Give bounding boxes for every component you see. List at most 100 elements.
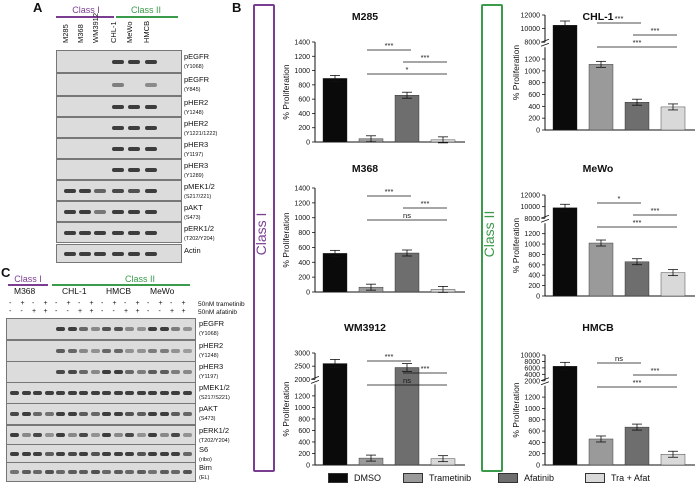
- panel-a-blot-label: pHER3 (Y1197): [184, 140, 208, 160]
- treatment-sign: +: [66, 300, 71, 307]
- blot-band: [44, 391, 54, 395]
- chart-title: WM3912: [344, 322, 386, 334]
- bar-tra-afat: [660, 106, 686, 131]
- blot-protein-name: pHER3: [184, 161, 209, 170]
- y-axis-label: % Proliferation: [511, 45, 521, 101]
- panel-a-blot-image: [56, 96, 182, 117]
- treatment-sign: -: [55, 308, 58, 315]
- panel-c-letter: C: [1, 265, 11, 280]
- treatment-sign: +: [181, 308, 186, 315]
- blot-band: [56, 349, 65, 353]
- significance-label: *: [406, 65, 409, 74]
- y-tick-label: 600: [528, 262, 540, 269]
- treatment-sign: +: [43, 308, 48, 315]
- y-tick-label: 600: [298, 97, 310, 104]
- panel-a-blot-label: pHER3 (Y1289): [184, 161, 208, 181]
- blot-band: [56, 370, 65, 374]
- panel-a-blot-image: [56, 244, 182, 263]
- treatment-sign: +: [135, 308, 140, 315]
- blot-band: [79, 433, 88, 437]
- panel-c-blot-label: pAKT (S473): [199, 404, 218, 424]
- legend-trametinib: Trametinib: [403, 473, 471, 483]
- legend-tra-afat: Tra + Afat: [585, 473, 650, 483]
- blot-site-label: (Y1221/1222): [184, 131, 218, 137]
- treatment-sign: -: [112, 308, 115, 315]
- blot-band: [148, 349, 157, 353]
- blot-band: [145, 252, 157, 256]
- panel-c-blot-label: pHER3 (Y1197): [199, 362, 223, 382]
- blot-band: [145, 126, 157, 130]
- axis-break-mark: [540, 38, 550, 43]
- treatment-sign: -: [147, 308, 150, 315]
- blot-band: [159, 370, 169, 374]
- y-tick-label: 400: [528, 104, 540, 111]
- y-tick-label: 400: [528, 273, 540, 280]
- significance-label: ***: [651, 206, 660, 215]
- blot-band: [56, 391, 65, 395]
- y-tick-label: 10000: [521, 26, 541, 33]
- blot-protein-name: pERK1/2: [184, 224, 215, 233]
- blot-band: [159, 391, 169, 395]
- significance-label: ns: [403, 211, 411, 220]
- y-tick-label: 600: [528, 92, 540, 99]
- significance-label: ***: [421, 199, 430, 208]
- blot-band: [128, 105, 140, 109]
- blot-band: [128, 252, 140, 256]
- blot-band: [79, 252, 91, 256]
- blot-site-label: (Y1068): [184, 64, 204, 70]
- blot-band: [33, 452, 42, 456]
- panel-c-class1-underline: [8, 284, 48, 286]
- blot-band: [94, 231, 106, 235]
- panel-a-class2-label: Class II: [130, 5, 161, 15]
- significance-label: ns: [615, 354, 623, 363]
- axis-break-mark: [310, 375, 320, 380]
- blot-band: [64, 210, 76, 214]
- y-tick-label: 0: [536, 463, 540, 470]
- class1-bracket-box: [253, 4, 275, 472]
- y-tick-label: 200: [528, 283, 540, 290]
- blot-band: [159, 349, 169, 353]
- blot-band: [33, 391, 42, 395]
- blot-protein-name: pHER3: [199, 362, 224, 371]
- y-tick-label: 12000: [521, 13, 541, 20]
- legend-swatch-dmso: [328, 473, 348, 483]
- y-tick-label: 0: [306, 140, 310, 147]
- legend-afatinib: Afatinib: [498, 473, 554, 483]
- panel-c-treatment1-label: 50nM trametinib: [198, 301, 245, 308]
- blot-band: [148, 452, 157, 456]
- blot-band: [145, 231, 157, 235]
- y-tick-label: 8000: [524, 40, 540, 47]
- y-tick-label: 3000: [294, 351, 310, 358]
- blot-protein-name: pMEK1/2: [199, 383, 230, 392]
- y-tick-label: 1000: [524, 406, 540, 413]
- y-tick-label: 1400: [294, 40, 310, 47]
- y-tick-label: 1200: [524, 395, 540, 402]
- bar-dmso: [552, 207, 578, 297]
- bar-trametinib: [588, 64, 614, 131]
- y-tick-label: 1000: [524, 68, 540, 75]
- blot-band: [171, 470, 180, 474]
- blot-band: [67, 327, 77, 331]
- blot-band: [67, 412, 77, 416]
- y-tick-label: 800: [298, 416, 310, 423]
- treatment-sign: +: [32, 308, 37, 315]
- blot-site-label: (Y1248): [199, 353, 219, 359]
- blot-band: [79, 327, 88, 331]
- blot-protein-name: Bim: [199, 463, 212, 472]
- blot-band: [79, 470, 88, 474]
- panel-a-letter: A: [33, 0, 43, 15]
- blot-band: [90, 327, 100, 331]
- treatment-sign: -: [78, 300, 81, 307]
- panel-a-class1-underline: [56, 16, 114, 18]
- panel-a-blot-label: pERK1/2 (T202/Y204): [184, 224, 215, 244]
- y-tick-label: 1000: [294, 405, 310, 412]
- y-tick-label: 12000: [521, 193, 541, 200]
- y-tick-label: 4000: [524, 372, 540, 379]
- blot-band: [79, 210, 91, 214]
- y-tick-label: 2000: [294, 377, 310, 384]
- blot-band: [21, 470, 31, 474]
- blot-band: [21, 412, 31, 416]
- blot-band: [44, 470, 54, 474]
- blot-band: [113, 349, 123, 353]
- bar-dmso: [552, 366, 578, 466]
